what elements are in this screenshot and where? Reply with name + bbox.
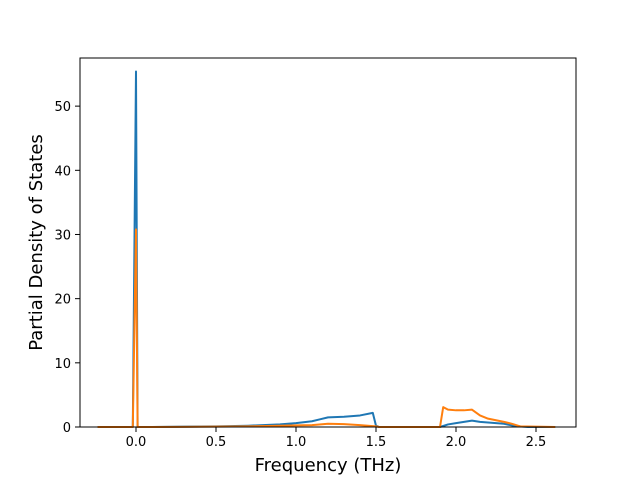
y-tick-label: 10: [54, 357, 71, 372]
x-tick-label: 2.5: [526, 435, 547, 450]
x-axis-ticks: 0.0 0.5 1.0 1.5 2.0 2.5: [126, 427, 547, 450]
y-tick-label: 40: [54, 164, 71, 179]
y-tick-label: 50: [54, 100, 71, 115]
x-tick-label: 1.0: [286, 435, 307, 450]
y-tick-label: 20: [54, 293, 71, 308]
x-tick-label: 0.0: [126, 435, 147, 450]
y-axis-label: Partial Density of States: [26, 134, 47, 351]
x-axis-label: Frequency (THz): [255, 455, 402, 476]
y-axis-ticks: 0 10 20 30 40 50: [54, 100, 80, 436]
x-tick-label: 2.0: [446, 435, 467, 450]
y-tick-label: 30: [54, 228, 71, 243]
axes-frame: [79, 57, 577, 428]
x-tick-label: 1.5: [366, 435, 387, 450]
y-tick-label: 0: [63, 421, 71, 436]
x-tick-label: 0.5: [206, 435, 227, 450]
